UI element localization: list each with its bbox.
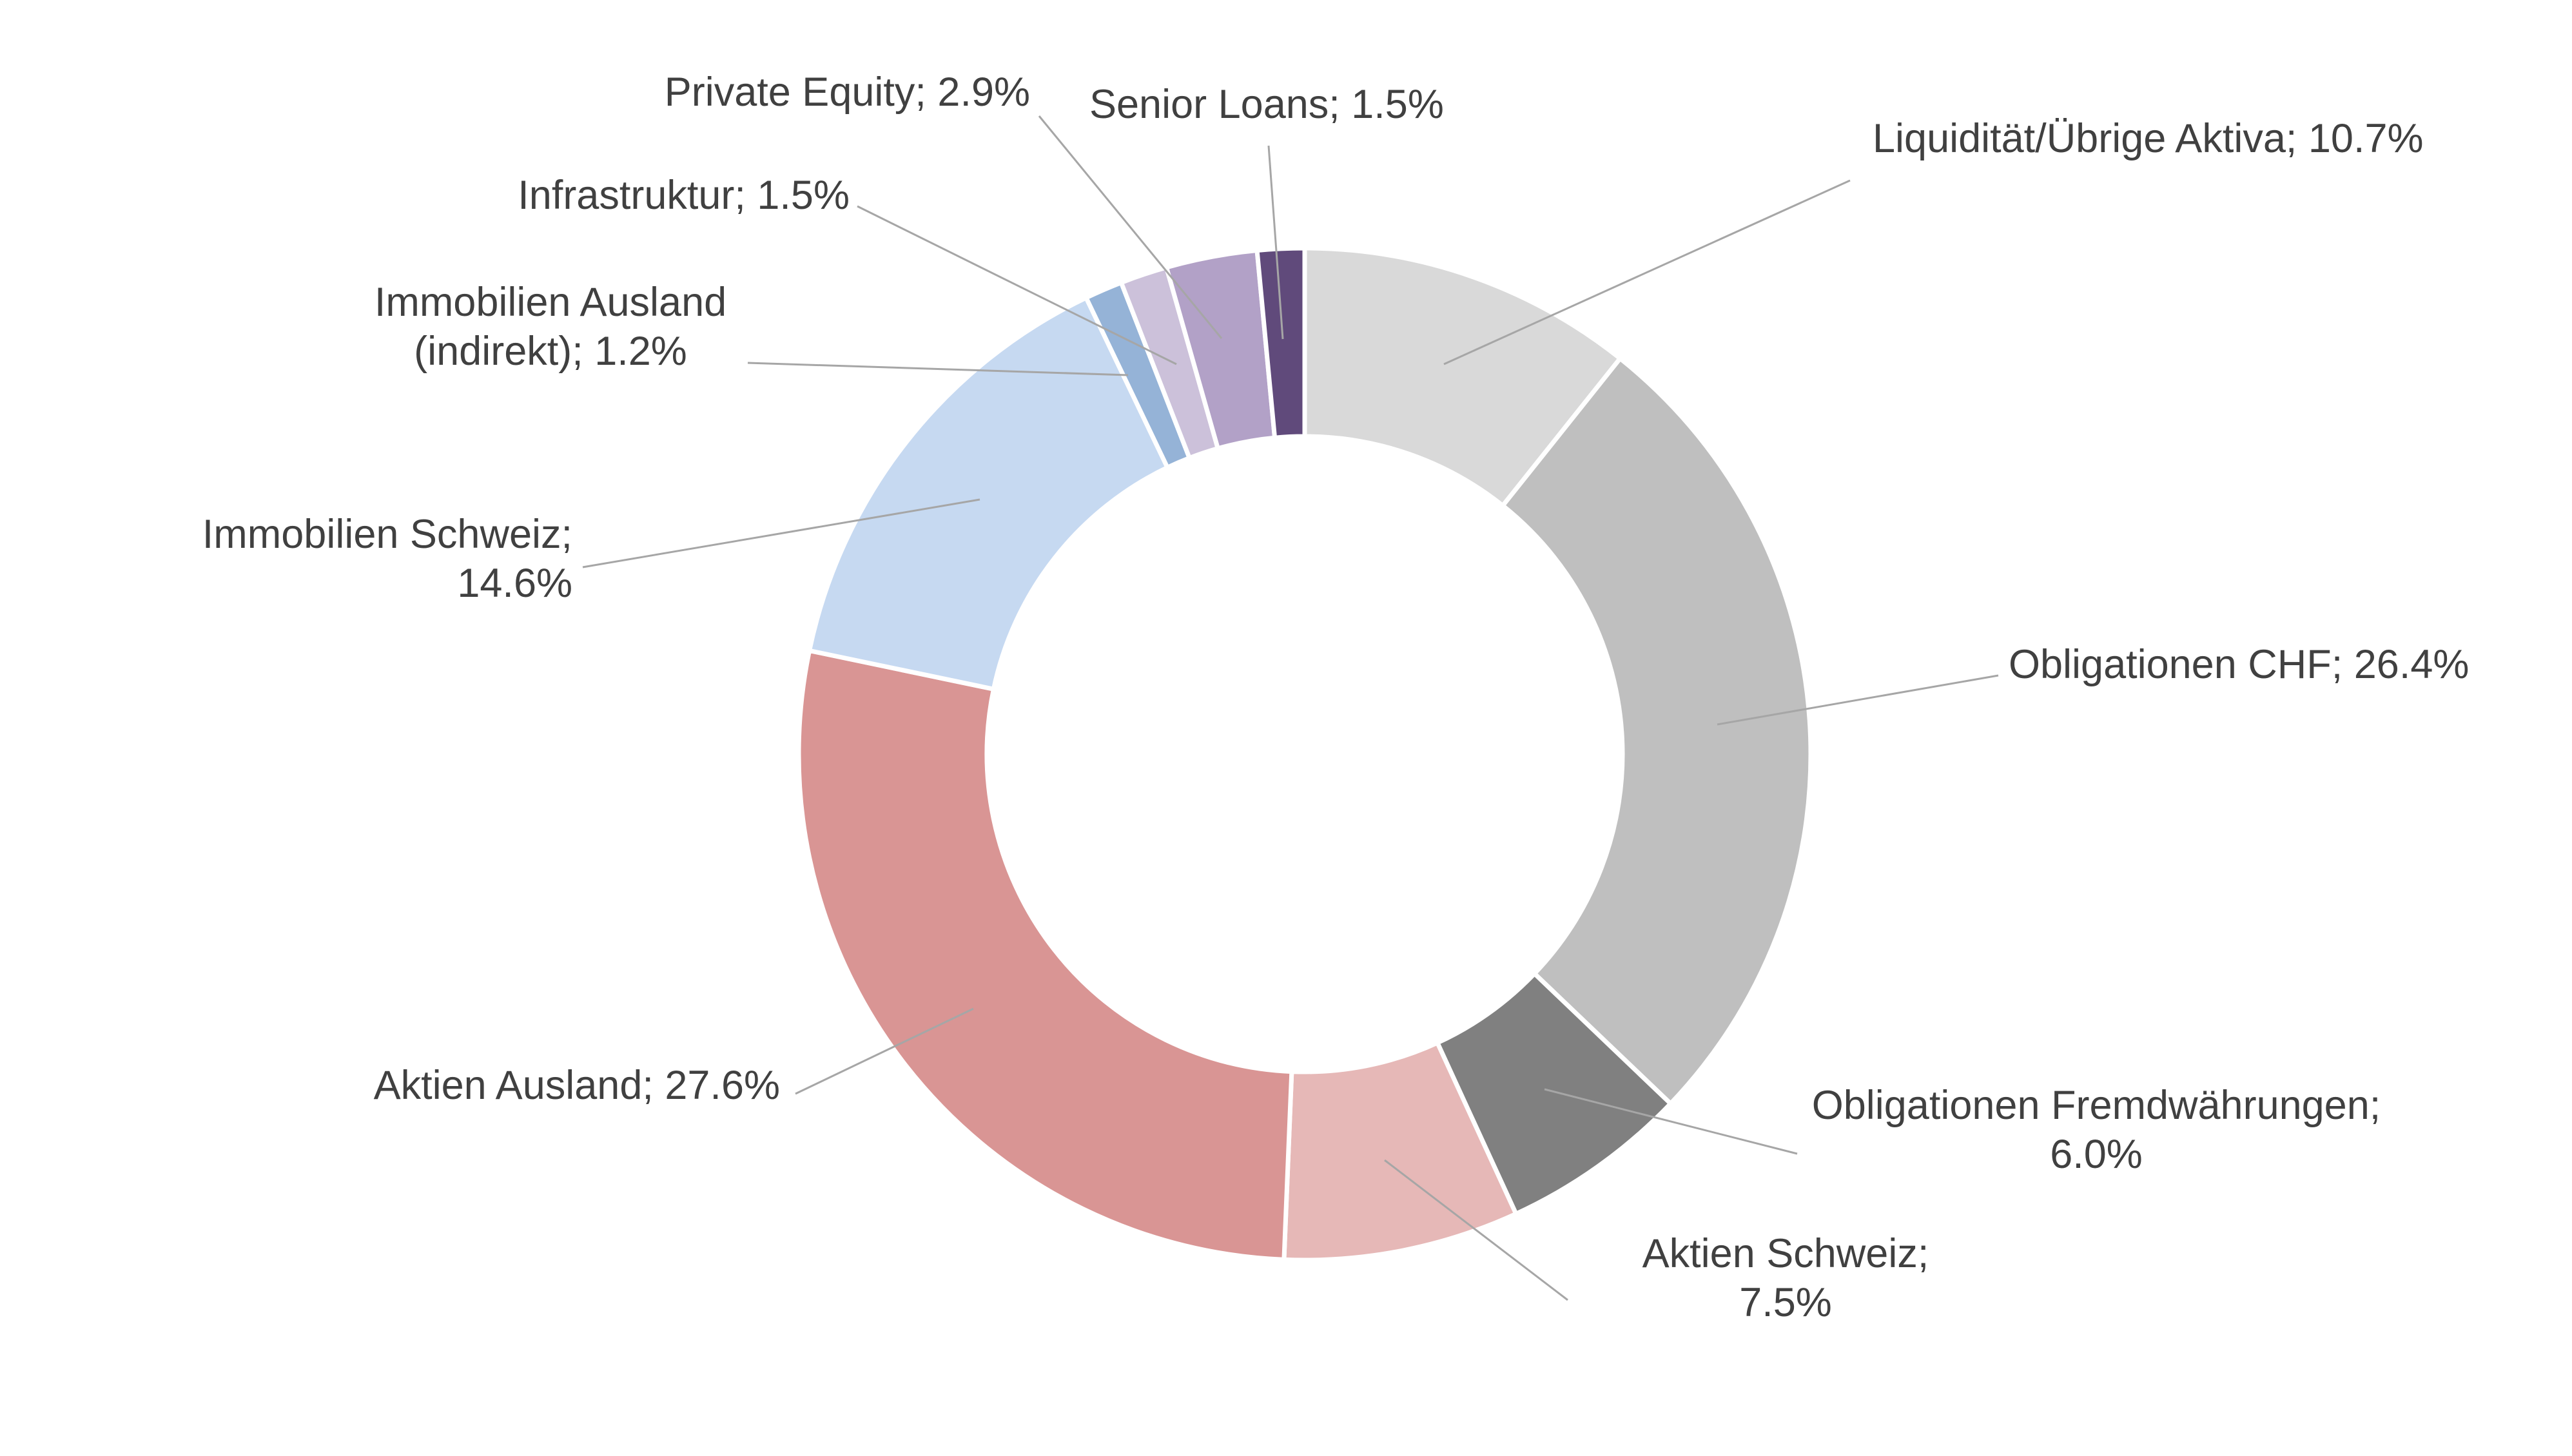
data-label-line: Liquidität/Übrige Aktiva; 10.7%: [1873, 116, 2424, 161]
data-label: Immobilien Schweiz; 14.6%: [202, 512, 572, 606]
leader-line: [1717, 674, 1999, 726]
leader-line: [795, 1007, 974, 1095]
data-label: Infrastruktur; 1.5%: [518, 173, 850, 218]
leader-line: [1544, 1088, 1798, 1155]
donut-slice: [1254, 246, 1307, 441]
data-label: Aktien Ausland; 27.6%: [374, 1063, 780, 1108]
data-label: Obligationen Fremdwährungen; 6.0%: [1812, 1083, 2381, 1177]
donut-slice: [1302, 246, 1624, 509]
data-label: Immobilien Ausland (indirekt); 1.2%: [375, 280, 726, 374]
donut-slice: [796, 648, 1294, 1262]
data-label-line: Obligationen CHF; 26.4%: [2009, 642, 2469, 687]
donut-slice: [1499, 355, 1813, 1107]
data-label-line: Immobilien Schweiz;: [202, 512, 572, 557]
data-label-line: Infrastruktur; 1.5%: [518, 173, 850, 218]
data-label-line: Senior Loans; 1.5%: [1089, 82, 1444, 127]
donut-slice: [806, 295, 1171, 692]
data-label-line: (indirekt); 1.2%: [414, 329, 687, 374]
data-label-line: 7.5%: [1739, 1280, 1832, 1325]
data-label: Aktien Schweiz; 7.5%: [1642, 1231, 1929, 1325]
leader-line: [1384, 1159, 1568, 1301]
leader-line: [857, 205, 1177, 365]
leader-line: [582, 498, 980, 568]
slices-group: [796, 246, 1813, 1263]
data-label-line: Aktien Ausland; 27.6%: [374, 1063, 780, 1108]
data-labels-group: Liquidität/Übrige Aktiva; 10.7% Obligatio…: [202, 70, 2470, 1325]
data-label: Senior Loans; 1.5%: [1089, 82, 1444, 127]
data-label-line: Private Equity; 2.9%: [665, 70, 1030, 115]
leader-line: [747, 362, 1129, 376]
leader-line: [1267, 145, 1284, 340]
data-label-line: Aktien Schweiz;: [1642, 1231, 1929, 1276]
leader-lines-group: [582, 115, 1999, 1301]
leader-line: [1443, 179, 1851, 365]
data-label-line: Immobilien Ausland: [375, 280, 726, 325]
data-label: Liquidität/Übrige Aktiva; 10.7%: [1873, 116, 2424, 161]
data-label-line: 14.6%: [457, 561, 572, 606]
data-label-line: 6.0%: [2050, 1132, 2143, 1177]
data-label: Private Equity; 2.9%: [665, 70, 1030, 115]
data-label: Obligationen CHF; 26.4%: [2009, 642, 2469, 687]
data-label-line: Obligationen Fremdwährungen;: [1812, 1083, 2381, 1128]
leader-line: [1038, 115, 1223, 339]
